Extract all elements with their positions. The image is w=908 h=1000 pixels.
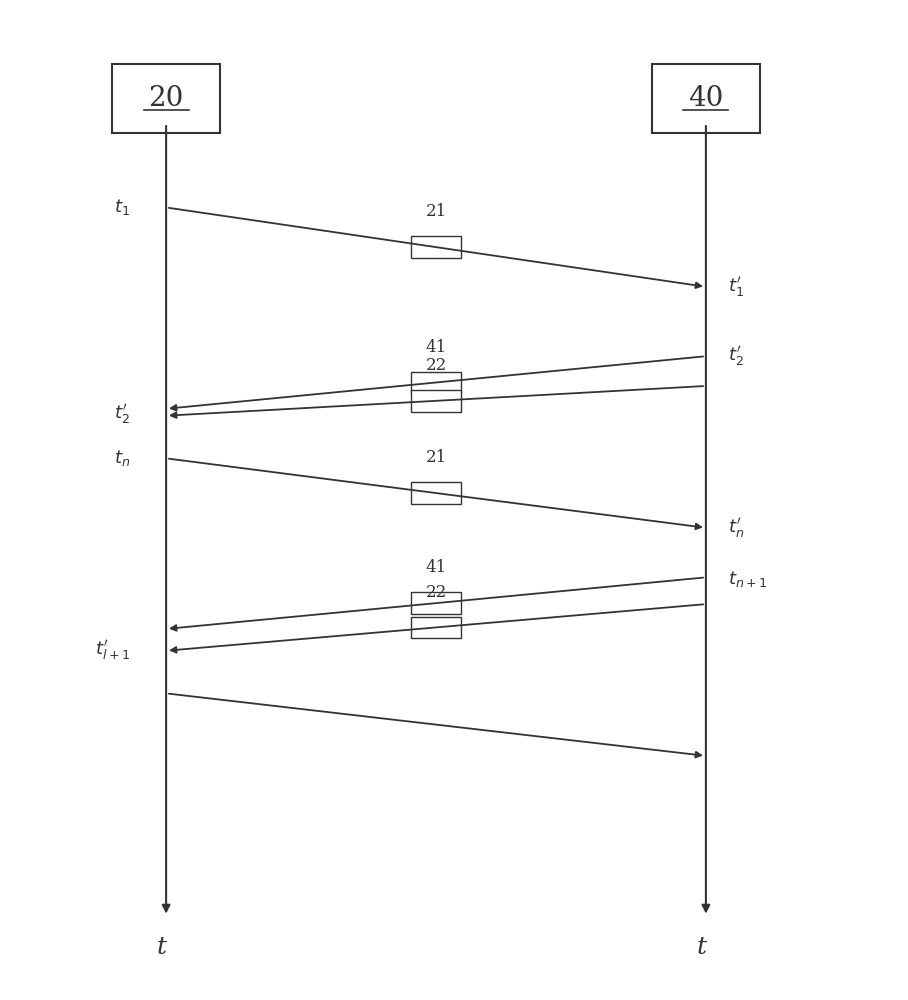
FancyBboxPatch shape [652, 64, 760, 133]
FancyBboxPatch shape [411, 482, 460, 504]
Text: $t_1$: $t_1$ [114, 197, 130, 217]
Text: 22: 22 [425, 357, 447, 374]
Text: 22: 22 [425, 584, 447, 601]
Text: 20: 20 [148, 85, 183, 112]
Text: t: t [696, 936, 706, 959]
Text: 21: 21 [425, 449, 447, 466]
FancyBboxPatch shape [411, 372, 460, 393]
Text: 21: 21 [425, 203, 447, 220]
FancyBboxPatch shape [411, 390, 460, 412]
Text: $t_2'$: $t_2'$ [114, 402, 130, 426]
Text: 41: 41 [425, 559, 447, 576]
FancyBboxPatch shape [411, 592, 460, 614]
Text: 41: 41 [425, 339, 447, 356]
Text: $t_n$: $t_n$ [114, 448, 130, 468]
Text: $t_{n+1}$: $t_{n+1}$ [728, 569, 768, 589]
FancyBboxPatch shape [411, 236, 460, 258]
Text: 40: 40 [688, 85, 724, 112]
Text: $t_2'$: $t_2'$ [728, 344, 745, 368]
Text: t: t [156, 936, 166, 959]
Text: $t_1'$: $t_1'$ [728, 275, 745, 299]
FancyBboxPatch shape [112, 64, 220, 133]
Text: $t_n'$: $t_n'$ [728, 516, 745, 540]
FancyBboxPatch shape [411, 617, 460, 638]
Text: $t_{l+1}'$: $t_{l+1}'$ [95, 639, 130, 663]
